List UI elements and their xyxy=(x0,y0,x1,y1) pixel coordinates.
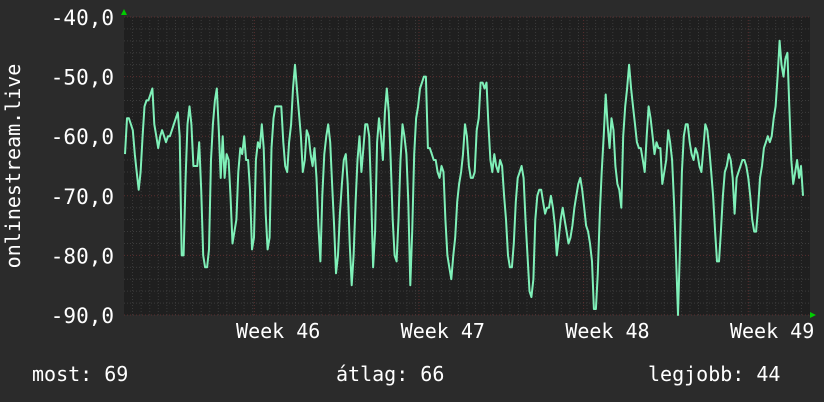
y-tick-label: -50,0 xyxy=(51,66,114,90)
x-tick-label: Week 49 xyxy=(730,319,814,343)
x-tick-label: Week 47 xyxy=(401,319,485,343)
stat-best: legjobb: 44 xyxy=(648,362,781,386)
stat-current: most: 69 xyxy=(32,362,129,386)
stat-average: átlag: 66 xyxy=(336,362,445,386)
x-axis-arrow xyxy=(810,312,816,318)
x-tick-label: Week 48 xyxy=(565,319,649,343)
y-axis-arrow xyxy=(121,9,127,15)
y-tick-label: -40,0 xyxy=(51,6,114,30)
y-tick-label: -80,0 xyxy=(51,244,114,268)
y-tick-label: -70,0 xyxy=(51,185,114,209)
series-line xyxy=(124,39,804,316)
y-tick-label: -60,0 xyxy=(51,125,114,149)
y-tick-label: -90,0 xyxy=(51,304,114,328)
y-axis-label: onlinestream.live xyxy=(1,64,25,269)
x-tick-label: Week 46 xyxy=(236,319,320,343)
plot-area xyxy=(124,17,810,315)
